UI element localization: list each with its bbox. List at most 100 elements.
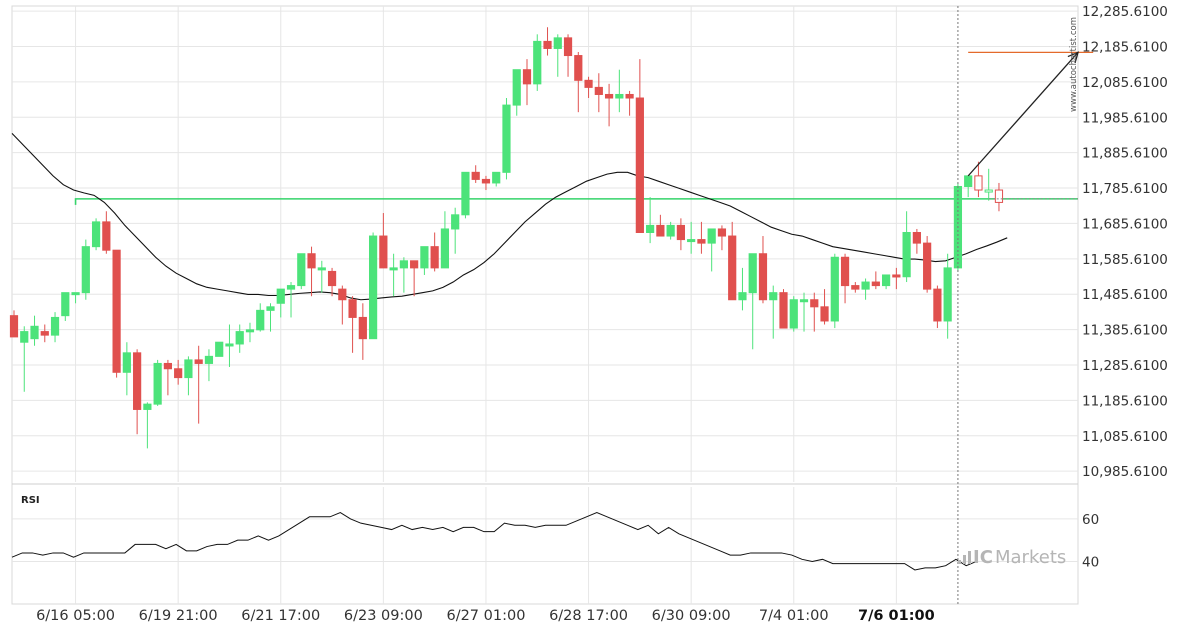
- candle-body-24: [245, 329, 255, 333]
- y-tick-label: 11,585.6100: [1082, 252, 1168, 268]
- candle-body-34: [348, 299, 357, 318]
- candle-body-35: [358, 316, 367, 340]
- candle-body-79: [810, 299, 819, 308]
- candle-body-11: [112, 249, 121, 373]
- candle-body-80: [820, 306, 829, 322]
- candle-body-55: [563, 37, 573, 57]
- candle-body-58: [594, 86, 603, 95]
- candle-body-49: [502, 104, 511, 173]
- candle-body-70: [717, 228, 727, 237]
- x-tick-label: 7/6 01:00: [858, 608, 935, 624]
- candle-body-82: [840, 256, 850, 287]
- candle-body-54: [553, 37, 562, 49]
- candle-body-13: [133, 352, 142, 410]
- candle-body-85: [871, 281, 880, 287]
- candle-body-75: [769, 292, 778, 301]
- candle-body-92: [943, 267, 952, 322]
- candle-body-27: [276, 288, 285, 304]
- candle-body-86: [882, 274, 891, 287]
- candle-body-20: [204, 355, 214, 364]
- candle-body-15: [153, 362, 162, 405]
- candle-body-29: [297, 253, 306, 287]
- candle-body-74: [758, 253, 768, 301]
- candle-body-67: [687, 239, 696, 243]
- brand-logo-bar: [963, 555, 966, 564]
- candle-body-76: [779, 292, 788, 329]
- candle-body-88: [902, 231, 911, 278]
- candle-body-77: [789, 299, 798, 329]
- candle-body-50: [512, 69, 521, 106]
- x-tick-label: 6/16 05:00: [36, 608, 115, 624]
- y-tick-label: 11,485.6100: [1082, 287, 1168, 303]
- candle-body-31: [317, 267, 326, 271]
- candle-body-46: [471, 171, 480, 180]
- candle-body-14: [143, 403, 152, 410]
- brand-prefix: IC: [973, 547, 993, 568]
- candle-body-36: [369, 235, 378, 340]
- candle-body-37: [379, 235, 388, 269]
- candle-body-56: [574, 55, 583, 81]
- watermark-text: www.autochartist.com: [1069, 17, 1079, 112]
- brand-logo-bar: [958, 560, 961, 564]
- candle-body-84: [861, 281, 870, 290]
- candle-body-51: [522, 69, 532, 85]
- x-tick-label: 6/28 17:00: [549, 608, 628, 624]
- plot-frame: [11, 5, 1079, 605]
- candle-body-87: [892, 274, 901, 278]
- candle-body-63: [646, 224, 655, 233]
- candle-body-28: [286, 285, 296, 290]
- candle-body-65: [666, 224, 675, 237]
- candle-body-73: [748, 253, 757, 294]
- candle-body-44: [451, 214, 460, 230]
- candle-body-96: [984, 189, 993, 193]
- candle-body-10: [102, 221, 111, 251]
- y-tick-label: 11,085.6100: [1082, 429, 1168, 445]
- y-tick-label: 11,885.6100: [1082, 146, 1168, 162]
- x-tick-label: 6/19 21:00: [139, 608, 218, 624]
- candle-body-40: [410, 260, 419, 269]
- x-tick-label: 6/21 17:00: [241, 608, 320, 624]
- candle-body-21: [215, 341, 224, 357]
- candle-body-25: [256, 309, 265, 331]
- y-tick-label: 11,385.6100: [1082, 323, 1168, 339]
- brand-name: Markets: [995, 547, 1066, 568]
- forecast-arrow-head: [1067, 51, 1080, 64]
- candle-body-91: [933, 288, 942, 322]
- candle-body-78: [799, 299, 809, 303]
- candle-body-39: [399, 260, 408, 269]
- candle-body-41: [420, 246, 429, 269]
- candle-body-45: [461, 171, 470, 216]
- rsi-line: [11, 511, 977, 571]
- y-tick-label: 11,285.6100: [1082, 358, 1168, 374]
- y-tick-label: 11,785.6100: [1082, 181, 1168, 197]
- candle-body-6: [61, 292, 70, 317]
- x-tick-label: 6/27 01:00: [446, 608, 525, 624]
- candle-body-38: [389, 267, 398, 271]
- y-tick-label: 11,985.6100: [1082, 110, 1168, 126]
- candle-body-47: [481, 178, 491, 184]
- candle-body-43: [440, 228, 450, 269]
- candle-body-18: [184, 359, 193, 379]
- candle-body-64: [656, 224, 665, 237]
- candle-body-59: [604, 93, 614, 99]
- candle-body-4: [40, 331, 49, 336]
- candle-body-32: [327, 270, 337, 287]
- support-level-line: [74, 198, 1078, 205]
- candle-body-19: [194, 359, 203, 364]
- y-tick-label: 12,085.6100: [1082, 75, 1168, 91]
- candle-body-23: [235, 331, 244, 345]
- candle-body-17: [174, 368, 183, 379]
- candle-body-95: [974, 175, 983, 191]
- candle-body-89: [912, 231, 921, 244]
- candle-body-33: [338, 288, 347, 301]
- candle-body-72: [738, 292, 747, 301]
- candle-body-22: [225, 343, 234, 347]
- candle-body-3: [30, 325, 39, 340]
- candle-body-12: [122, 352, 131, 373]
- x-tick-label: 6/23 09:00: [344, 608, 423, 624]
- rsi-tick-label: 40: [1082, 554, 1099, 570]
- candle-body-9: [91, 221, 101, 248]
- candle-body-83: [851, 285, 860, 290]
